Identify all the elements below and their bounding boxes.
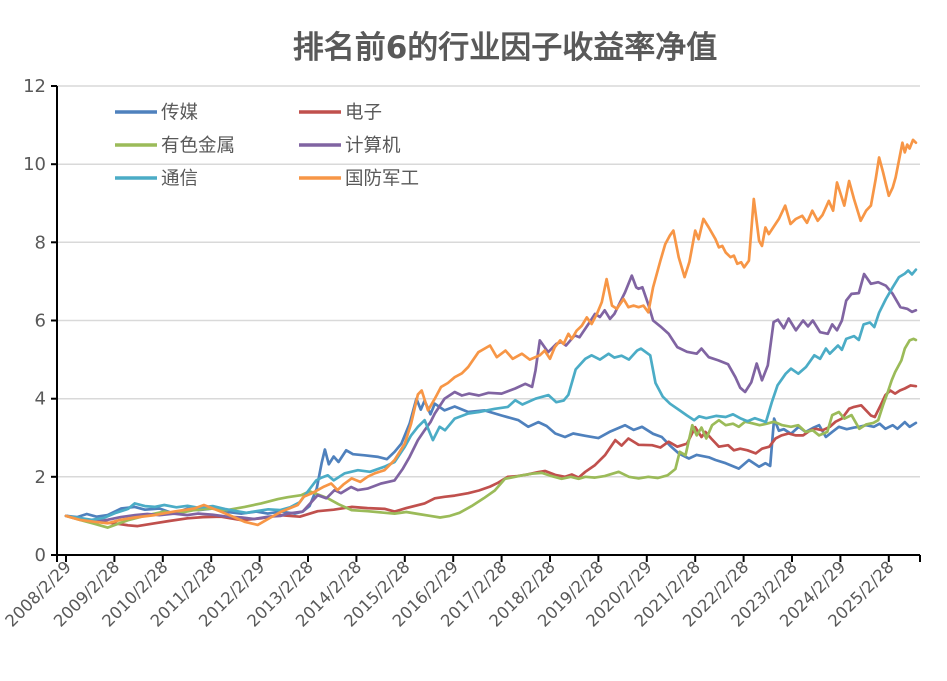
legend-label: 传媒 bbox=[161, 103, 198, 124]
series-line-1 bbox=[64, 384, 918, 528]
gridlines bbox=[57, 85, 920, 478]
y-axis-label-10: 10 bbox=[23, 154, 46, 175]
legend-item-2: 有色金属 bbox=[115, 136, 235, 157]
series-line-5 bbox=[64, 138, 918, 527]
y-axis-label-4: 4 bbox=[35, 389, 46, 410]
legend-item-3: 计算机 bbox=[299, 136, 401, 157]
legend-item-0: 传媒 bbox=[115, 103, 198, 124]
y-axis-label-12: 12 bbox=[23, 76, 46, 97]
legend-label: 计算机 bbox=[345, 136, 401, 157]
series-lines bbox=[64, 138, 918, 529]
legend-label: 电子 bbox=[345, 103, 382, 124]
legend-item-5: 国防军工 bbox=[299, 169, 419, 190]
series-line-4 bbox=[64, 268, 918, 522]
series-line-2 bbox=[64, 337, 918, 529]
legend-label: 国防军工 bbox=[345, 169, 419, 190]
legend-item-1: 电子 bbox=[299, 103, 382, 124]
series-line-0 bbox=[64, 397, 918, 519]
axes bbox=[51, 85, 921, 562]
y-axis-label-2: 2 bbox=[35, 467, 46, 488]
y-axis-label-6: 6 bbox=[35, 311, 46, 332]
y-axis-label-0: 0 bbox=[35, 545, 46, 566]
x-axis-labels: 2008/2/292009/2/282010/2/282011/2/282012… bbox=[2, 557, 898, 630]
legend-item-4: 通信 bbox=[115, 169, 198, 190]
series-line-3 bbox=[64, 272, 918, 523]
legend-label: 通信 bbox=[161, 169, 198, 190]
y-axis-label-8: 8 bbox=[35, 232, 46, 253]
y-axis-labels: 0 2 4 6 8 10 12 bbox=[23, 76, 46, 566]
chart-title: 排名前6的行业因子收益率净值 bbox=[293, 30, 718, 66]
legend-label: 有色金属 bbox=[161, 136, 235, 157]
